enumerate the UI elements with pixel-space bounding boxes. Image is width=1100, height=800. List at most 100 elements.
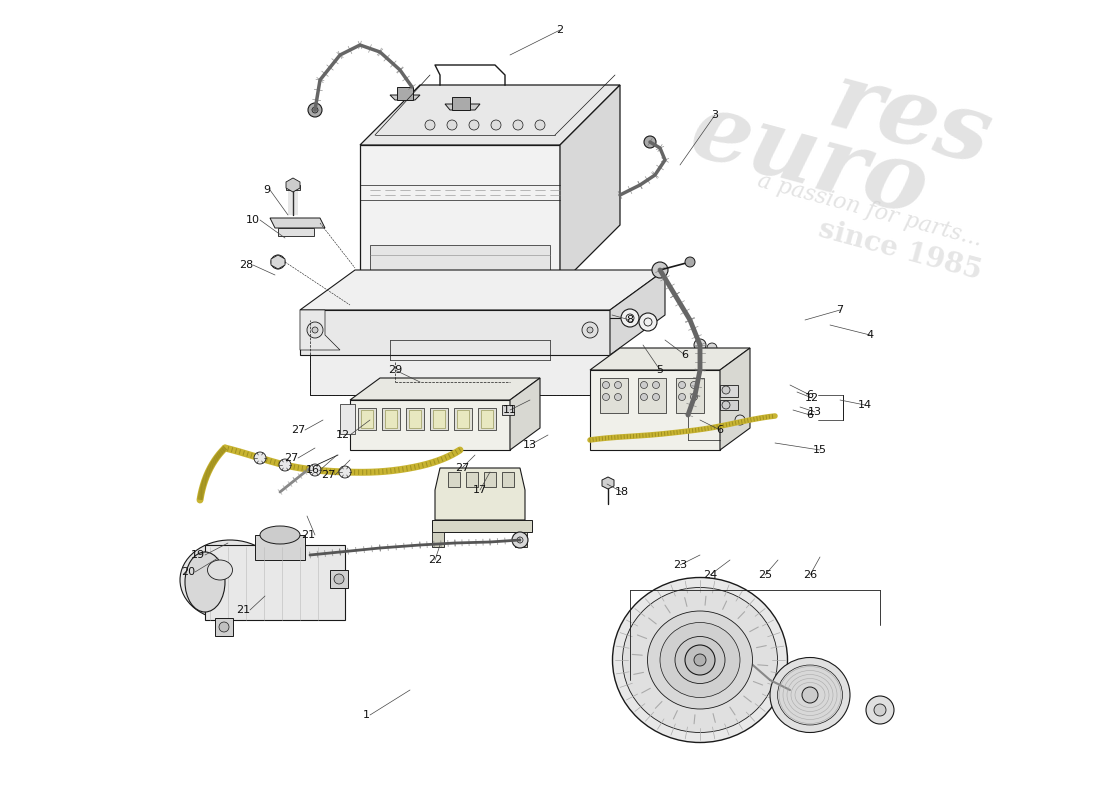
Bar — [433, 410, 446, 428]
Text: 5: 5 — [657, 365, 663, 375]
Text: a passion for parts...: a passion for parts... — [756, 170, 984, 250]
Text: 7: 7 — [836, 305, 844, 315]
Text: 22: 22 — [428, 555, 442, 565]
Circle shape — [469, 120, 478, 130]
Bar — [466, 472, 478, 487]
Circle shape — [874, 704, 886, 716]
Text: 23: 23 — [673, 560, 688, 570]
Text: 28: 28 — [239, 260, 253, 270]
Polygon shape — [350, 400, 510, 450]
Text: 29: 29 — [388, 365, 403, 375]
Ellipse shape — [623, 587, 778, 733]
Text: 26: 26 — [803, 570, 817, 580]
Circle shape — [735, 415, 745, 425]
Circle shape — [722, 386, 730, 394]
Bar — [330, 570, 348, 588]
Circle shape — [621, 309, 639, 327]
Bar — [502, 405, 514, 415]
Circle shape — [707, 343, 717, 353]
Circle shape — [652, 262, 668, 278]
Circle shape — [425, 120, 435, 130]
Bar — [385, 410, 397, 428]
Circle shape — [691, 382, 697, 389]
Text: 9: 9 — [263, 185, 270, 195]
Text: 4: 4 — [867, 330, 873, 340]
Text: 2: 2 — [557, 25, 563, 35]
Polygon shape — [188, 552, 205, 612]
Ellipse shape — [770, 658, 850, 733]
Text: 24: 24 — [703, 570, 717, 580]
Polygon shape — [300, 310, 610, 355]
Polygon shape — [310, 355, 610, 395]
Bar — [481, 410, 493, 428]
Bar — [382, 408, 400, 430]
Text: 3: 3 — [712, 110, 718, 120]
Polygon shape — [271, 255, 285, 269]
Bar — [454, 408, 472, 430]
Polygon shape — [590, 348, 750, 370]
Bar — [361, 410, 373, 428]
Text: since 1985: since 1985 — [815, 215, 984, 285]
Polygon shape — [300, 270, 666, 310]
Polygon shape — [590, 370, 720, 450]
Circle shape — [513, 120, 522, 130]
Bar — [255, 535, 305, 560]
Text: 14: 14 — [858, 400, 872, 410]
Ellipse shape — [675, 637, 725, 683]
Text: 8: 8 — [626, 315, 634, 325]
Bar — [478, 408, 496, 430]
Text: 21: 21 — [235, 605, 250, 615]
Bar — [720, 385, 738, 397]
Polygon shape — [446, 104, 480, 110]
Circle shape — [691, 394, 697, 401]
Polygon shape — [434, 468, 525, 520]
Bar — [397, 87, 412, 100]
Ellipse shape — [648, 611, 752, 709]
Circle shape — [307, 322, 323, 338]
Circle shape — [308, 103, 322, 117]
Text: 17: 17 — [473, 485, 487, 495]
Bar — [638, 378, 666, 413]
Bar — [484, 472, 496, 487]
Polygon shape — [510, 378, 540, 450]
Ellipse shape — [660, 622, 740, 698]
Text: 18: 18 — [615, 487, 629, 497]
Circle shape — [722, 401, 730, 409]
Circle shape — [640, 382, 648, 389]
Bar — [600, 378, 628, 413]
Text: 11: 11 — [503, 405, 517, 415]
Circle shape — [219, 622, 229, 632]
Text: 20: 20 — [180, 567, 195, 577]
Circle shape — [644, 136, 656, 148]
Polygon shape — [350, 378, 540, 400]
Circle shape — [685, 257, 695, 267]
Circle shape — [679, 394, 685, 401]
Circle shape — [301, 550, 315, 564]
Polygon shape — [560, 85, 620, 285]
Bar — [432, 520, 532, 532]
Polygon shape — [390, 95, 420, 100]
Text: 13: 13 — [808, 407, 822, 417]
Bar — [278, 228, 314, 236]
Text: 1: 1 — [363, 710, 370, 720]
Circle shape — [279, 459, 292, 471]
Circle shape — [447, 120, 456, 130]
Text: 25: 25 — [758, 570, 772, 580]
Polygon shape — [720, 348, 750, 450]
Circle shape — [802, 687, 818, 703]
Circle shape — [639, 313, 657, 331]
Circle shape — [312, 107, 318, 113]
Bar — [452, 97, 470, 110]
Circle shape — [254, 452, 266, 464]
Text: 6: 6 — [682, 350, 689, 360]
Text: 15: 15 — [813, 445, 827, 455]
Ellipse shape — [208, 560, 232, 580]
Circle shape — [652, 382, 660, 389]
Text: 6: 6 — [806, 410, 814, 420]
Bar — [432, 532, 444, 547]
Circle shape — [615, 394, 622, 401]
Circle shape — [309, 464, 321, 476]
Ellipse shape — [185, 552, 226, 612]
Circle shape — [685, 645, 715, 675]
Polygon shape — [360, 145, 560, 285]
